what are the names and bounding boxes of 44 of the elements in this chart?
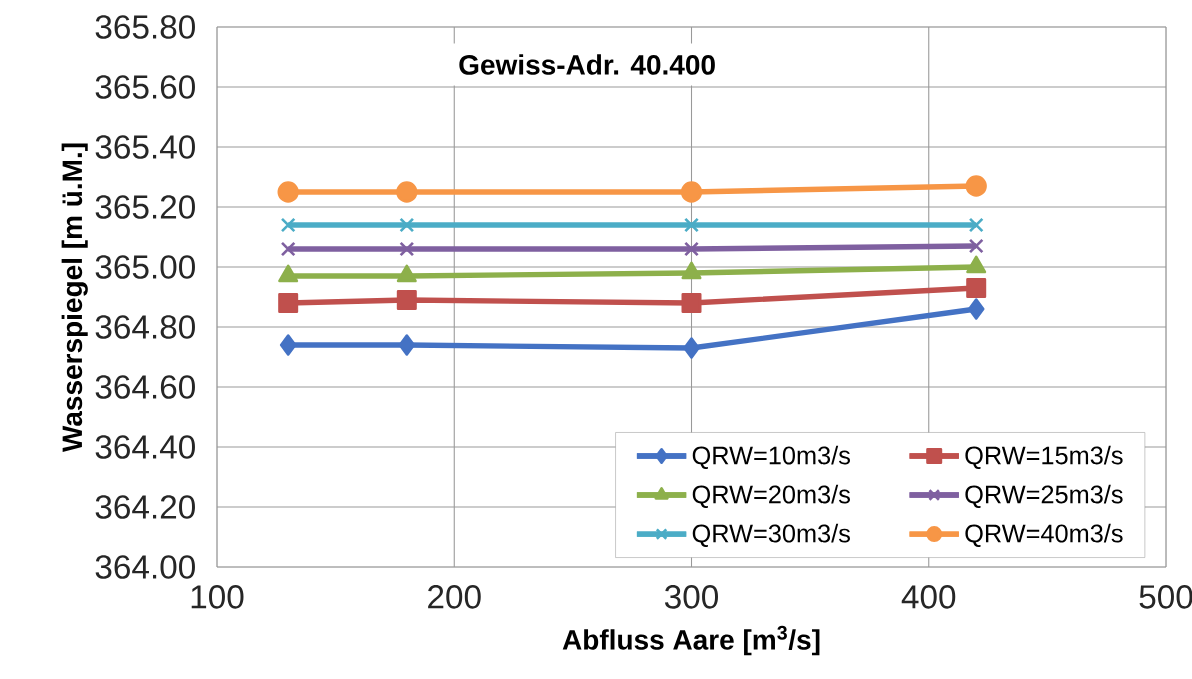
point: [280, 217, 296, 233]
point: [968, 217, 984, 233]
x-tick-label: 300: [664, 585, 718, 609]
point: [398, 334, 416, 356]
y-tick-label: 364.80: [95, 315, 195, 339]
point: [396, 181, 418, 203]
legend-label: QRW=30m3/s: [692, 523, 850, 548]
point: [681, 292, 702, 313]
point: [684, 217, 699, 233]
y-tick-label: 364.40: [95, 435, 195, 459]
y-tick-label: 364.20: [95, 495, 195, 519]
x-tick-label: 400: [901, 585, 956, 609]
text: Gewiss-Adr. 40.400: [459, 54, 715, 75]
point: [396, 289, 417, 311]
point: [967, 298, 985, 320]
y-tick-label: 365.60: [95, 75, 195, 99]
legend-label: QRW=40m3/s: [965, 523, 1123, 548]
x-axis-title: Abfluss Aare [m$^{3}$/s]: [562, 625, 820, 656]
y-axis-title: Wasserspiegel [m ü.M.]: [61, 143, 88, 453]
point: [279, 334, 297, 356]
legend-label: QRW=10m3/s: [692, 445, 850, 469]
legend-label: QRW=15m3/s: [965, 445, 1123, 469]
point: [399, 217, 415, 233]
x-tick-label: 200: [428, 585, 481, 609]
legend-label: QRW=20m3/s: [692, 484, 850, 508]
point: [399, 241, 415, 257]
point: [280, 241, 296, 257]
legend-label: QRW=25m3/s: [965, 484, 1123, 508]
y-tick-label: 365.80: [95, 15, 195, 39]
x-tick-label: 100: [191, 585, 244, 609]
y-tick-label: 364.60: [95, 375, 195, 399]
point: [680, 181, 703, 203]
y-tick-label: 365.00: [95, 255, 195, 279]
y-tick-label: 364.00: [95, 555, 195, 579]
point: [277, 181, 299, 203]
point: [968, 238, 984, 254]
point: [278, 292, 299, 313]
point: [684, 241, 699, 257]
point: [965, 175, 987, 197]
x-tick-label: 500: [1139, 585, 1192, 609]
point: [966, 277, 987, 298]
point: [683, 337, 700, 359]
y-tick-label: 365.20: [95, 195, 195, 219]
y-tick-label: 365.40: [95, 135, 195, 159]
